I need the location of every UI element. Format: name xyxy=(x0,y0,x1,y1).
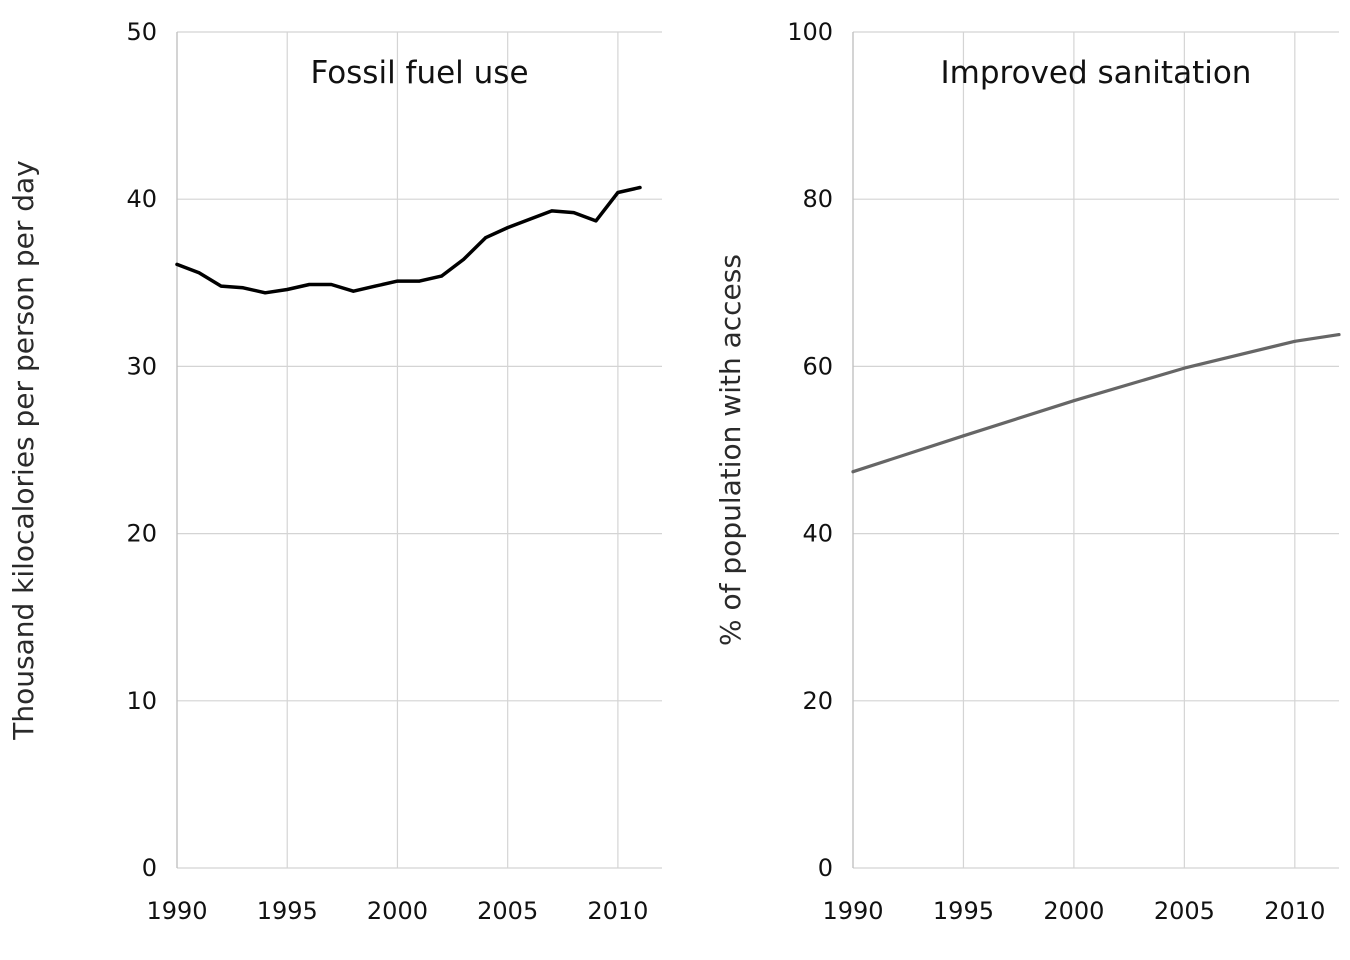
y-tick-label: 100 xyxy=(787,18,833,46)
data-point xyxy=(506,226,510,230)
data-point xyxy=(395,279,399,283)
data-point xyxy=(241,286,245,290)
data-point xyxy=(175,262,179,266)
data-point xyxy=(851,470,855,474)
y-tick-label: 50 xyxy=(126,18,157,46)
x-tick-label: 2010 xyxy=(1264,897,1325,925)
y-tick-label: 40 xyxy=(126,185,157,213)
data-point xyxy=(219,284,223,288)
data-point xyxy=(1337,333,1341,337)
y-axis-label: % of population with access xyxy=(714,254,747,646)
data-point xyxy=(961,434,965,438)
chart-title: Fossil fuel use xyxy=(310,55,528,91)
y-tick-label: 20 xyxy=(126,520,157,548)
y-axis-label: Thousand kilocalories per person per day xyxy=(7,160,40,740)
data-point xyxy=(1293,339,1297,343)
x-tick-label: 2010 xyxy=(587,897,648,925)
data-point xyxy=(329,282,333,286)
data-point xyxy=(307,282,311,286)
y-tick-label: 30 xyxy=(126,352,157,380)
data-point xyxy=(418,279,421,283)
data-point xyxy=(263,291,267,295)
data-point xyxy=(285,287,289,291)
chart-panel-1: 0 10 20 30 40 50 1990 1995 2000 2005 2010 Fossil fu… xyxy=(7,18,662,925)
x-tick-label: 1990 xyxy=(822,897,883,925)
x-tick-label: 2005 xyxy=(1154,897,1215,925)
data-point xyxy=(440,274,444,278)
data-point xyxy=(572,211,576,215)
y-tick-label: 40 xyxy=(802,520,833,548)
data-point xyxy=(351,289,355,293)
x-tick-label: 1990 xyxy=(146,897,207,925)
data-point xyxy=(528,217,532,221)
x-tick-label: 2000 xyxy=(1043,897,1104,925)
y-tick-label: 20 xyxy=(802,687,833,715)
y-tick-label: 60 xyxy=(802,352,833,380)
data-point xyxy=(550,209,554,213)
data-point xyxy=(594,219,598,223)
data-point xyxy=(484,236,488,240)
series-line xyxy=(175,185,642,295)
chart-title: Improved sanitation xyxy=(941,55,1252,91)
x-tick-label: 1995 xyxy=(257,897,318,925)
data-point xyxy=(1072,399,1076,403)
data-point xyxy=(462,257,466,261)
data-point xyxy=(638,185,642,189)
y-tick-label: 0 xyxy=(142,854,157,882)
y-tick-label: 80 xyxy=(802,185,833,213)
x-tick-label: 2000 xyxy=(367,897,428,925)
y-tick-label: 10 xyxy=(126,687,157,715)
chart-panel-2: 0 20 40 60 80 100 1990 1995 2000 2005 2010 Improved… xyxy=(714,18,1341,925)
data-point xyxy=(616,191,620,195)
y-tick-label: 0 xyxy=(818,854,833,882)
x-tick-label: 1995 xyxy=(933,897,994,925)
series-line xyxy=(851,333,1341,474)
x-tick-label: 2005 xyxy=(477,897,538,925)
data-point xyxy=(1182,366,1186,370)
data-point xyxy=(197,271,201,275)
data-point xyxy=(373,284,377,288)
